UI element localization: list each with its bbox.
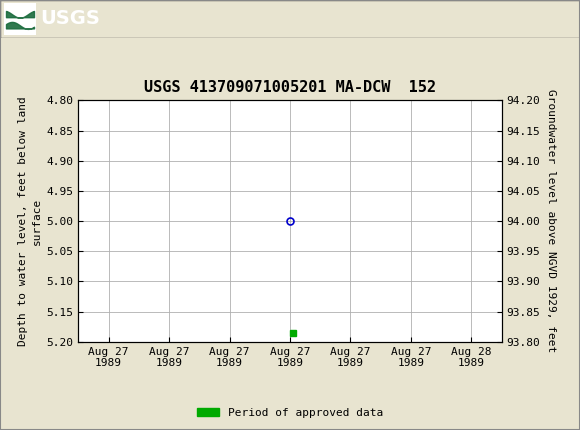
Text: USGS: USGS: [40, 9, 100, 28]
Y-axis label: Depth to water level, feet below land
surface: Depth to water level, feet below land su…: [19, 96, 42, 346]
Bar: [4, 3, 36, 35]
Title: USGS 413709071005201 MA-DCW  152: USGS 413709071005201 MA-DCW 152: [144, 80, 436, 95]
Y-axis label: Groundwater level above NGVD 1929, feet: Groundwater level above NGVD 1929, feet: [546, 89, 556, 353]
Legend: Period of approved data: Period of approved data: [193, 403, 387, 422]
